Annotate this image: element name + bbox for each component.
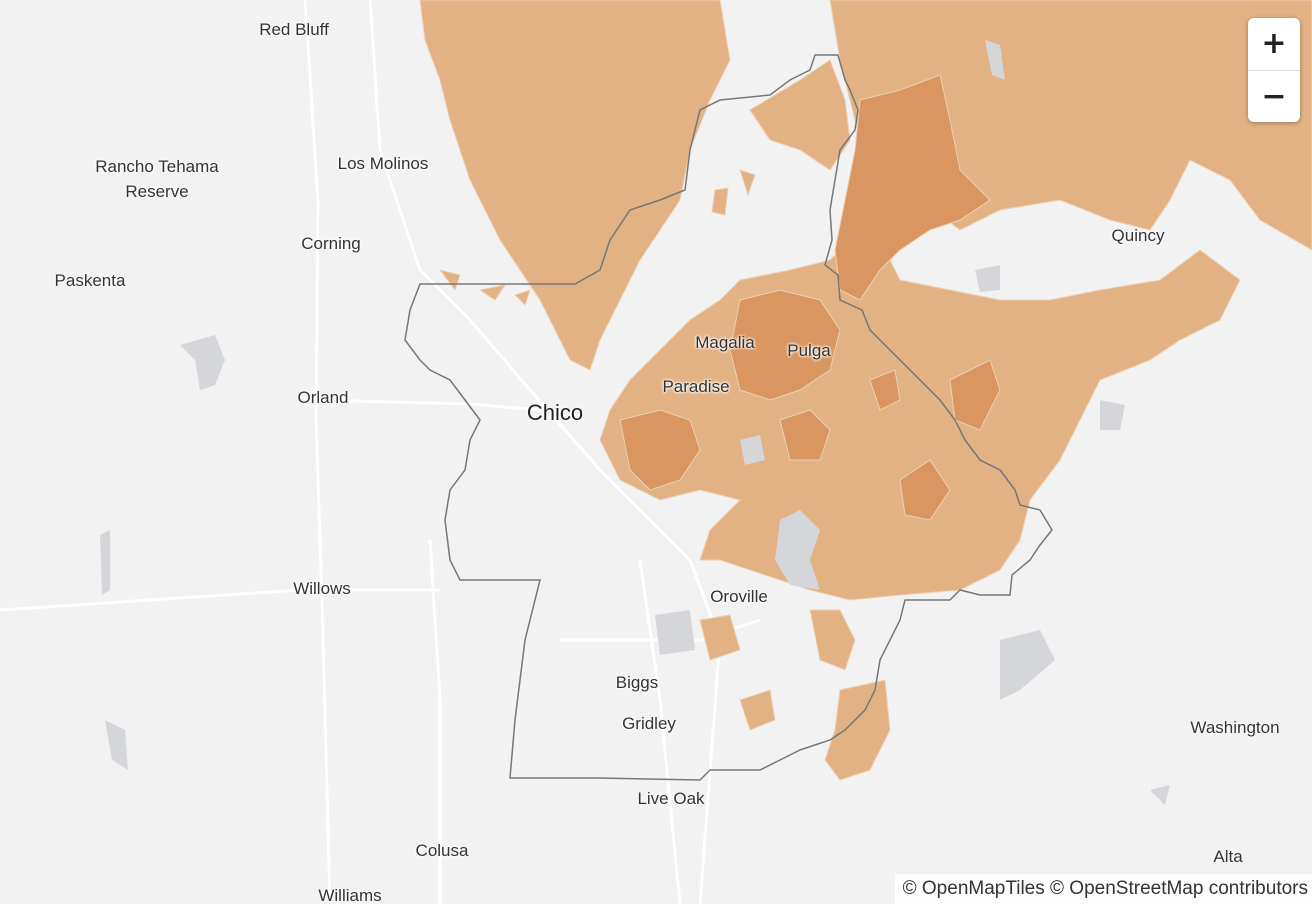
zoom-control: + − [1248,18,1300,122]
fire-areas-dark [619,74,1001,521]
map-attribution[interactable]: © OpenMapTiles © OpenStreetMap contribut… [894,874,1312,904]
water-bodies [100,40,1170,805]
zoom-out-button[interactable]: − [1248,70,1300,122]
county-border [404,54,1053,781]
zoom-in-button[interactable]: + [1248,18,1300,70]
roads [0,0,761,904]
